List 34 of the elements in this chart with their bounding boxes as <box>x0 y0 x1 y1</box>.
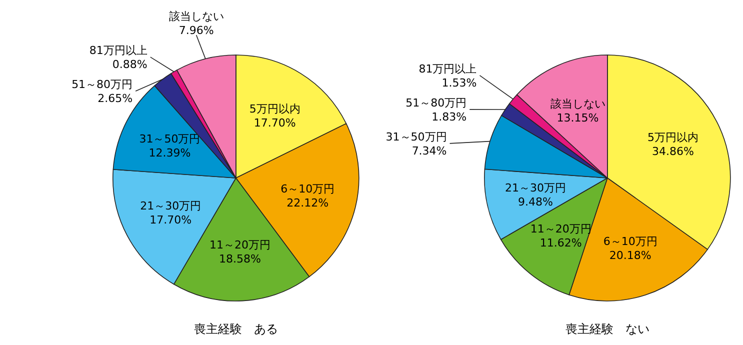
slice-label: 51～80万円 <box>72 78 133 92</box>
slice-label: 5万円以内 <box>648 131 699 144</box>
slice-label: 該当しない <box>550 97 606 110</box>
slice-label: 21～30万円 <box>140 199 202 212</box>
slice-label: 31～50万円 <box>386 130 447 144</box>
data-label: 9.48% <box>518 196 553 209</box>
slice-label: 6～10万円 <box>603 235 658 248</box>
data-label: 13.15% <box>556 111 599 124</box>
data-label: 12.39% <box>148 146 191 160</box>
slice-label: 該当しない <box>168 10 224 24</box>
data-label: 17.70% <box>150 213 192 226</box>
slice-label: 21～30万円 <box>504 182 566 195</box>
text: 喪主経験 ある <box>194 322 278 336</box>
data-label: 1.83% <box>432 110 467 124</box>
data-label: 7.34% <box>412 144 447 158</box>
data-label: 20.18% <box>609 249 652 262</box>
slice-label: 6～10万円 <box>280 182 335 196</box>
slice-label: 5万円以内 <box>249 102 300 116</box>
data-label: 18.58% <box>219 252 261 266</box>
data-label: 1.53% <box>442 76 477 90</box>
slice-label: 81万円以上 <box>89 44 148 58</box>
slice-label: 81万円以上 <box>418 62 477 76</box>
slice-label: 51～80万円 <box>406 96 467 110</box>
data-label: 17.70% <box>254 116 296 130</box>
data-label: 2.65% <box>98 92 133 106</box>
slice-label: 11～20万円 <box>530 222 592 236</box>
data-label: 0.88% <box>112 58 148 72</box>
data-label: 11.62% <box>540 236 582 250</box>
slice-label: 31～50万円 <box>139 132 200 146</box>
slice-label: 11～20万円 <box>209 238 270 252</box>
text: 喪主経験 ない <box>565 322 650 336</box>
data-label: 34.86% <box>652 145 694 158</box>
data-label: 7.96% <box>178 24 214 38</box>
data-label: 22.12% <box>286 196 329 210</box>
